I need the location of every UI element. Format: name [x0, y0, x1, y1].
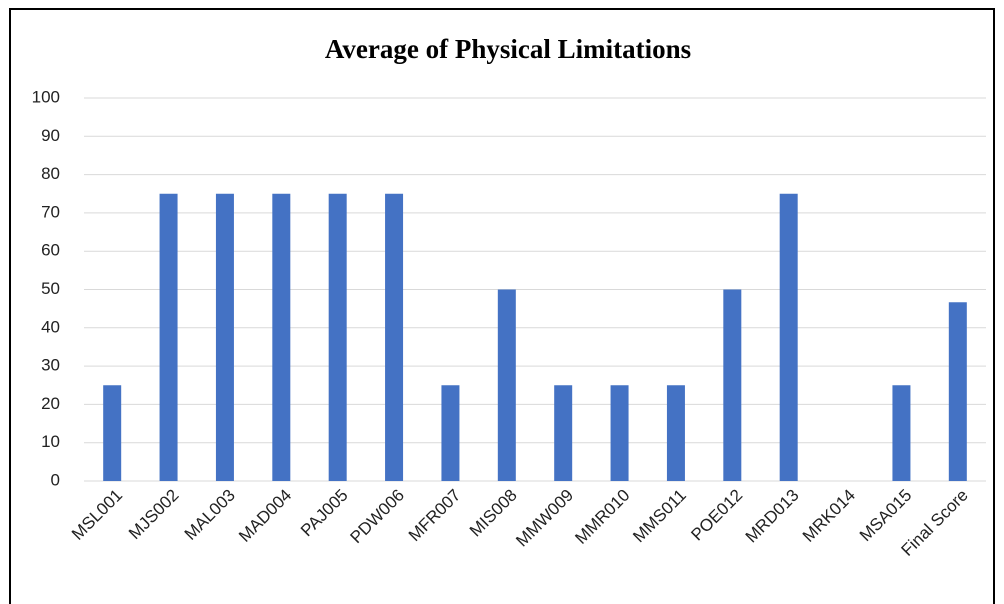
y-tick-label: 60: [41, 241, 60, 260]
y-tick-label: 40: [41, 317, 60, 336]
bar: [272, 193, 291, 481]
bar: [328, 193, 347, 481]
bar: [779, 193, 798, 481]
bar: [103, 385, 122, 481]
y-tick-label: 30: [41, 356, 60, 375]
y-tick-label: 10: [41, 432, 60, 451]
bar: [666, 385, 685, 481]
bar: [441, 385, 460, 481]
chart-title: Average of Physical Limitations: [325, 34, 691, 64]
bar: [948, 302, 967, 481]
y-tick-label: 20: [41, 394, 60, 413]
bar: [892, 385, 911, 481]
y-tick-label: 80: [41, 164, 60, 183]
bar: [159, 193, 178, 481]
bar: [497, 289, 516, 481]
y-tick-label: 0: [51, 470, 60, 489]
bar: [610, 385, 629, 481]
y-tick-label: 50: [41, 279, 60, 298]
y-tick-label: 100: [32, 87, 60, 106]
bar: [554, 385, 573, 481]
bar: [385, 193, 404, 481]
bar: [723, 289, 742, 481]
y-tick-label: 70: [41, 202, 60, 221]
bar: [215, 193, 234, 481]
y-tick-label: 90: [41, 126, 60, 145]
